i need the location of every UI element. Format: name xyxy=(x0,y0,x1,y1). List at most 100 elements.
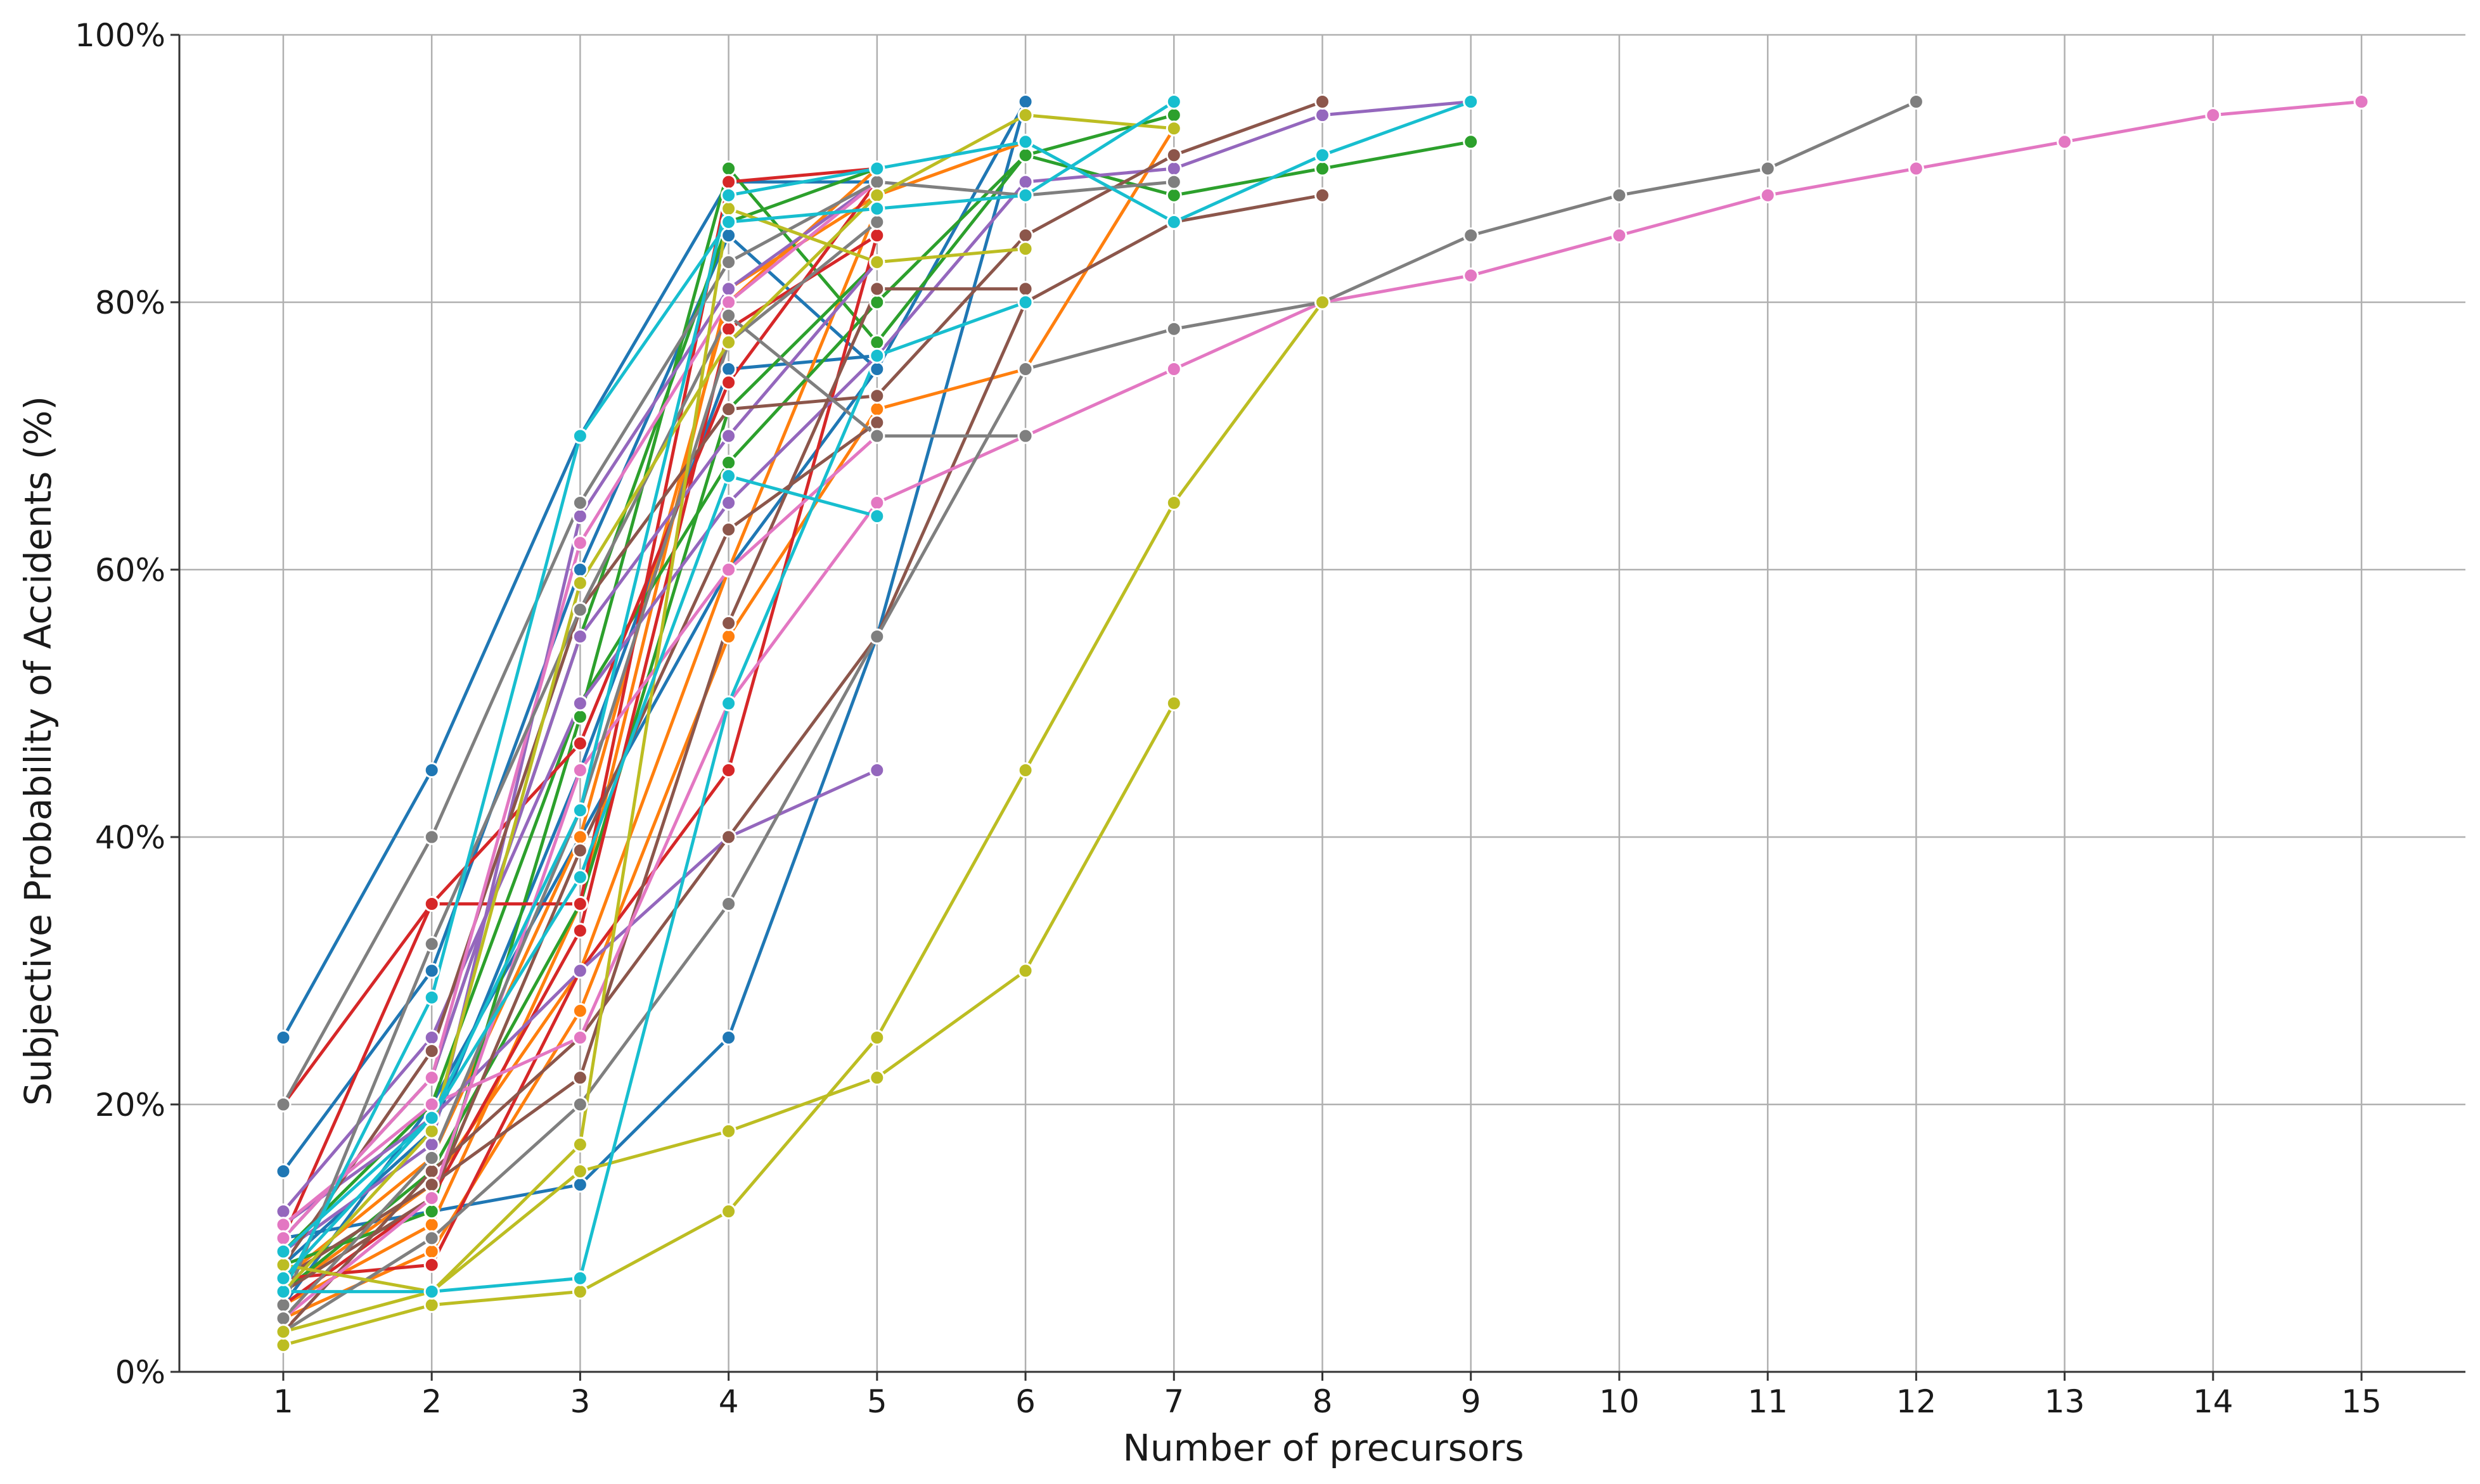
series-40-point xyxy=(1017,134,1034,150)
series-26-point xyxy=(1908,160,1924,177)
series-line-24 xyxy=(281,287,1027,1280)
series-3-point xyxy=(1017,94,1034,110)
series-26-point xyxy=(2205,107,2221,124)
series-3-point xyxy=(721,1030,737,1046)
series-26-point xyxy=(1759,187,1776,203)
series-26-point xyxy=(1166,361,1182,377)
x-tick-label: 2 xyxy=(421,1383,442,1420)
series-33-point xyxy=(1166,495,1182,511)
series-line-7 xyxy=(281,140,1027,1307)
series-29-point xyxy=(572,1096,588,1113)
series-29-point xyxy=(1166,321,1182,337)
series-6-point xyxy=(572,1002,588,1019)
series-1-point xyxy=(423,762,440,778)
series-35-point xyxy=(869,254,885,271)
series-5-point xyxy=(869,361,885,377)
series-22-point xyxy=(869,388,885,404)
series-line-38 xyxy=(281,300,1027,1293)
series-32-point xyxy=(869,214,885,230)
y-tick-label: 20% xyxy=(95,1087,165,1123)
series-22-point xyxy=(1017,227,1034,243)
series-25-point xyxy=(869,414,885,431)
x-tick-label: 6 xyxy=(1015,1383,1036,1420)
series-29-point xyxy=(1759,160,1776,177)
series-20-point xyxy=(572,629,588,644)
y-tick-labels: 0% 20% 40% 60% 80% 100% xyxy=(75,17,165,1391)
y-tick-label: 0% xyxy=(115,1354,165,1391)
series-29-point xyxy=(1908,94,1924,110)
series-17-point xyxy=(721,321,737,337)
series-22-point xyxy=(721,401,737,418)
series-22-point xyxy=(1166,147,1182,163)
grid xyxy=(179,34,2465,1372)
x-tick-label: 4 xyxy=(719,1383,739,1420)
series-18-point xyxy=(275,1203,292,1220)
series-40-point xyxy=(1314,147,1330,163)
series-31-point xyxy=(572,601,588,618)
series-line-22 xyxy=(281,100,1324,1267)
series-2-point xyxy=(572,561,588,578)
series-35-point xyxy=(1017,241,1034,257)
series-39-point xyxy=(572,869,588,885)
axes xyxy=(170,34,2465,1381)
series-11-point xyxy=(1166,107,1182,124)
series-34-point xyxy=(572,1163,588,1179)
series-line-2 xyxy=(281,100,1027,1173)
series-29-point xyxy=(1017,361,1034,377)
series-28-point xyxy=(423,1190,440,1206)
series-26-point xyxy=(1463,267,1479,284)
series-37-point xyxy=(423,989,440,1006)
series-17-point xyxy=(869,227,885,243)
series-points xyxy=(275,94,2370,1353)
series-34-point xyxy=(721,1123,737,1139)
series-35-point xyxy=(275,1257,292,1273)
series-2-point xyxy=(721,227,737,243)
series-33-point xyxy=(275,1337,292,1353)
series-36-point xyxy=(423,1123,440,1139)
series-21-point xyxy=(721,281,737,297)
series-1-point xyxy=(275,1030,292,1046)
series-40-point xyxy=(721,187,737,203)
series-26-point xyxy=(275,1217,292,1233)
series-11-point xyxy=(572,708,588,725)
x-tick-label: 10 xyxy=(1599,1383,1640,1420)
series-9-point xyxy=(572,829,588,845)
series-3-point xyxy=(572,1177,588,1193)
series-16-point xyxy=(721,374,737,391)
series-30-point xyxy=(275,1096,292,1113)
series-18-point xyxy=(572,695,588,712)
series-24-point xyxy=(423,1177,440,1193)
series-34-point xyxy=(1166,695,1182,712)
series-2-point xyxy=(423,963,440,979)
series-32-point xyxy=(423,1149,440,1166)
series-34-point xyxy=(869,1070,885,1086)
x-tick-label: 1 xyxy=(273,1383,293,1420)
x-tick-label: 8 xyxy=(1313,1383,1333,1420)
series-18-point xyxy=(423,1030,440,1046)
series-31-point xyxy=(275,1297,292,1313)
series-30-point xyxy=(869,174,885,190)
x-tick-label: 15 xyxy=(2341,1383,2382,1420)
series-36-point xyxy=(869,187,885,203)
series-29-point xyxy=(869,629,885,644)
series-28-point xyxy=(721,561,737,578)
x-tick-label: 12 xyxy=(1896,1383,1937,1420)
series-10-point xyxy=(721,454,737,471)
x-tick-label: 13 xyxy=(2045,1383,2085,1420)
series-27-point xyxy=(721,294,737,310)
series-16-point xyxy=(423,896,440,912)
series-29-point xyxy=(1611,187,1628,203)
series-28-point xyxy=(572,762,588,778)
series-31-point xyxy=(423,936,440,952)
series-36-point xyxy=(1017,107,1034,124)
series-10-point xyxy=(1463,134,1479,150)
series-33-point xyxy=(721,1203,737,1220)
series-line-29 xyxy=(281,100,1918,1334)
series-40-point xyxy=(1166,214,1182,230)
series-11-point xyxy=(1017,147,1034,163)
series-40-point xyxy=(572,802,588,819)
series-27-point xyxy=(275,1230,292,1246)
series-31-point xyxy=(721,307,737,324)
series-34-point xyxy=(1017,963,1034,979)
series-19-point xyxy=(572,963,588,979)
